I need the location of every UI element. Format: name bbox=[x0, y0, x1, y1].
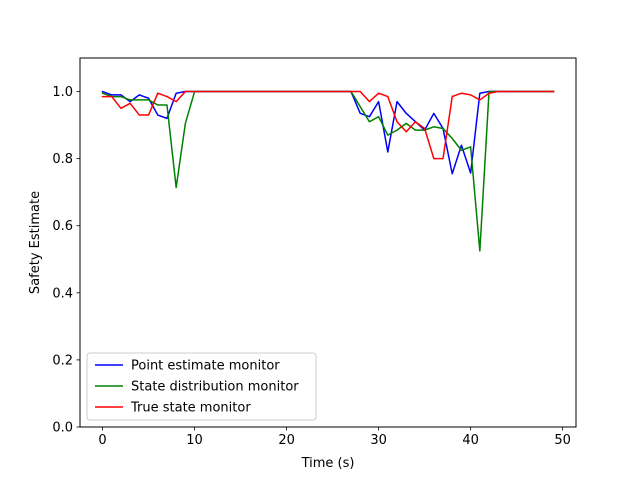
y-axis-label: Safety Estimate bbox=[28, 191, 43, 294]
y-tick-label: 0.2 bbox=[52, 353, 73, 368]
x-tick-label: 50 bbox=[554, 433, 571, 448]
x-tick-label: 40 bbox=[462, 433, 479, 448]
legend-label-2: State distribution monitor bbox=[131, 380, 299, 395]
y-tick-label: 0.4 bbox=[52, 286, 73, 301]
y-tick-label: 0.8 bbox=[52, 152, 73, 167]
y-tick-label: 0.6 bbox=[52, 219, 73, 234]
x-tick-label: 30 bbox=[370, 433, 387, 448]
series-line-3 bbox=[101, 90, 555, 160]
plot-frame bbox=[79, 57, 577, 428]
x-axis-label: Time (s) bbox=[301, 456, 355, 471]
legend: Point estimate monitor State distribution… bbox=[86, 352, 317, 421]
legend-box bbox=[86, 352, 317, 421]
x-axis-ticks: 0 10 20 30 40 50 bbox=[98, 427, 571, 448]
legend-label-1: Point estimate monitor bbox=[131, 359, 280, 374]
x-tick-label: 20 bbox=[278, 433, 295, 448]
series-layer bbox=[101, 90, 555, 252]
y-tick-label: 0.0 bbox=[52, 421, 73, 436]
legend-label-3: True state monitor bbox=[130, 401, 251, 416]
x-tick-label: 0 bbox=[98, 433, 106, 448]
y-axis-ticks: 0.0 0.2 0.4 0.6 0.8 1.0 bbox=[52, 85, 80, 436]
x-tick-label: 10 bbox=[186, 433, 203, 448]
y-tick-label: 1.0 bbox=[52, 85, 73, 100]
